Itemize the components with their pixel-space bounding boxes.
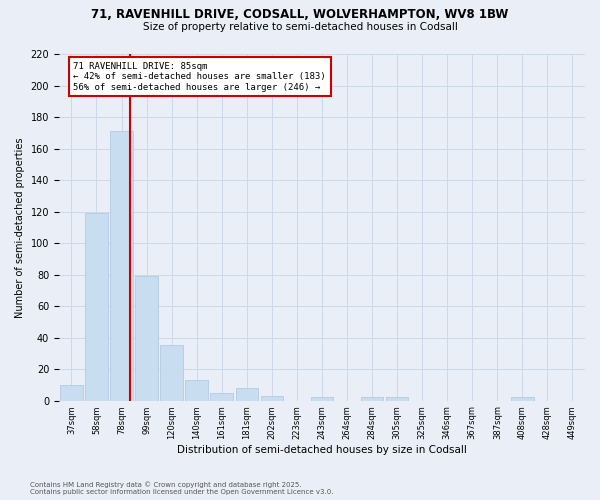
Text: Contains HM Land Registry data © Crown copyright and database right 2025.
Contai: Contains HM Land Registry data © Crown c… (30, 482, 334, 495)
Bar (511, 398, 533, 400)
Y-axis label: Number of semi-detached properties: Number of semi-detached properties (15, 137, 25, 318)
Bar (85, 213, 108, 400)
Bar (60, 385, 83, 400)
Text: 71, RAVENHILL DRIVE, CODSALL, WOLVERHAMPTON, WV8 1BW: 71, RAVENHILL DRIVE, CODSALL, WOLVERHAMP… (91, 8, 509, 20)
Bar (185, 380, 208, 400)
Text: 71 RAVENHILL DRIVE: 85sqm
← 42% of semi-detached houses are smaller (183)
56% of: 71 RAVENHILL DRIVE: 85sqm ← 42% of semi-… (73, 62, 326, 92)
Bar (110, 131, 133, 400)
Bar (311, 398, 333, 400)
X-axis label: Distribution of semi-detached houses by size in Codsall: Distribution of semi-detached houses by … (177, 445, 467, 455)
Bar (160, 346, 183, 401)
Bar (136, 276, 158, 400)
Bar (361, 398, 383, 400)
Bar (236, 388, 258, 400)
Bar (211, 392, 233, 400)
Bar (386, 398, 409, 400)
Bar (260, 396, 283, 400)
Text: Size of property relative to semi-detached houses in Codsall: Size of property relative to semi-detach… (143, 22, 457, 32)
